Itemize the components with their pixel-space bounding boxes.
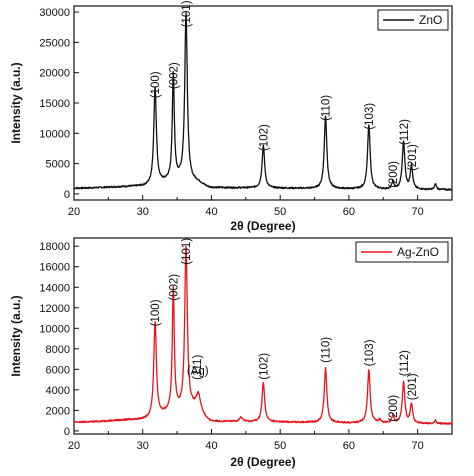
y-tick-label: 15000 — [39, 98, 70, 110]
peak-label: (201) — [407, 144, 419, 171]
panel-ag-zno: 0 2000 4000 6000 8000 10000 12000 14000 16000 180… — [9, 237, 453, 469]
x-tick-label: 60 — [343, 440, 355, 452]
peak-label: (002) — [168, 62, 180, 89]
peak-label: (100) — [150, 299, 162, 326]
legend-label: Ag-ZnO — [397, 245, 439, 259]
y-tick-label: 25000 — [39, 37, 70, 49]
legend: Ag-ZnO — [355, 241, 449, 263]
peak-label: (002) — [168, 274, 180, 301]
legend: ZnO — [377, 9, 449, 31]
y-tick-label: 30000 — [39, 7, 70, 19]
peak-label: (200) — [388, 161, 400, 188]
plot-frame — [73, 237, 453, 435]
peak-label: (200) — [388, 395, 400, 422]
y-tick-label: 0 — [64, 189, 70, 201]
peak-label: (112) — [399, 119, 411, 145]
y-tick-label: 4000 — [46, 385, 70, 397]
y-tick-label: 10000 — [39, 128, 70, 140]
x-tick-label: 40 — [205, 206, 217, 218]
ag-zno-pattern-line — [73, 245, 453, 425]
peak-label: (103) — [364, 339, 376, 366]
y-tick-label: 18000 — [39, 241, 70, 253]
x-tick-label: 60 — [343, 206, 355, 218]
peak-label: (110) — [321, 95, 333, 121]
y-tick-label: 12000 — [39, 303, 70, 315]
y-tick-label: 5000 — [46, 159, 70, 171]
x-tick-label: 20 — [68, 440, 80, 452]
plot-frame — [73, 5, 453, 201]
panel-zno: 0 5000 10000 15000 20000 25000 30000 20 30 40 50 6… — [9, 0, 453, 233]
peak-label: (110) — [321, 337, 333, 363]
y-tick-label: 20000 — [39, 68, 70, 80]
peak-label: (102) — [258, 124, 270, 151]
x-tick-label: 20 — [68, 206, 80, 218]
y-tick-label: 8000 — [46, 344, 70, 356]
x-tick-label: 30 — [137, 440, 149, 452]
legend-box — [355, 241, 449, 263]
x-axis-title: 2θ (Degree) — [230, 219, 295, 233]
y-tick-label: 16000 — [39, 262, 70, 274]
y-axis-title: Intensity (a.u.) — [9, 295, 23, 376]
peak-label: (102) — [258, 353, 270, 380]
x-tick-label: 40 — [205, 440, 217, 452]
peak-label: (103) — [364, 103, 376, 130]
x-tick-label: 50 — [274, 206, 286, 218]
peak-label: (101) — [181, 0, 193, 27]
x-tick-label: 70 — [412, 440, 424, 452]
peak-label: (100) — [150, 71, 162, 98]
y-tick-label: 14000 — [39, 282, 70, 294]
peak-label: (201) — [407, 373, 419, 400]
y-tick-label: 6000 — [46, 364, 70, 376]
y-tick-label: 2000 — [46, 405, 70, 417]
peak-label: (111) — [192, 355, 204, 380]
x-axis-title: 2θ (Degree) — [230, 455, 295, 469]
zno-pattern-line — [73, 12, 453, 191]
peak-label: (101) — [181, 238, 193, 265]
peak-label: (Ag) — [187, 365, 209, 377]
legend-label: ZnO — [419, 13, 442, 27]
peak-label: (112) — [399, 350, 411, 376]
x-tick-label: 30 — [137, 206, 149, 218]
x-tick-label: 70 — [412, 206, 424, 218]
y-axis-title: Intensity (a.u.) — [9, 62, 23, 143]
x-tick-label: 50 — [274, 440, 286, 452]
y-tick-label: 10000 — [39, 323, 70, 335]
y-tick-label: 0 — [64, 426, 70, 438]
